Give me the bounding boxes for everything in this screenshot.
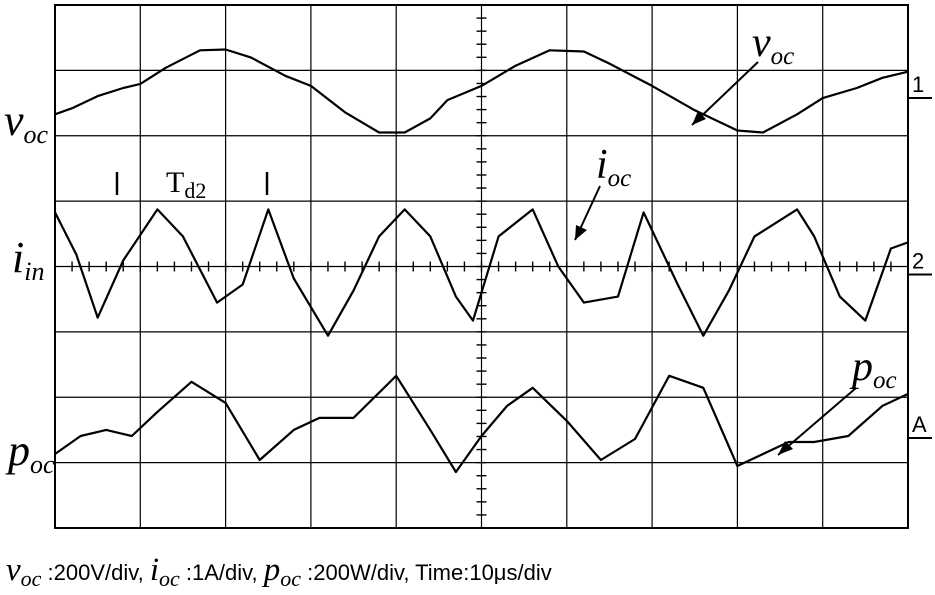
caption-i-scale: :1A/div, [179,560,264,585]
label-voc-left: voc [4,96,49,149]
td2-label: Td2 [166,166,206,203]
caption: voc :200V/div, ioc :1A/div, poc :200W/di… [6,552,552,592]
label-iin-left: iin [12,233,44,286]
annotation-poc: poc [849,344,897,394]
annotation-poc-arrow [777,387,857,456]
trace-p-oc [54,374,909,474]
traces [54,48,909,474]
caption-i-symbol: i [149,552,160,588]
caption-p-symbol: p [263,552,281,588]
caption-i-subscript: oc [159,566,180,591]
caption-v-scale: :200V/div, [41,560,150,585]
caption-p-subscript: oc [280,566,302,591]
label-poc-left: poc [5,426,55,479]
trace-v-oc [54,48,909,134]
channel-marker: A [912,412,927,437]
channel-marker: 1 [912,72,924,97]
annotation-ioc: ioc [596,142,631,192]
caption-v-symbol: v [6,552,21,588]
annotation-ioc-arrowhead [575,225,587,240]
annotation-voc-arrow [691,61,759,126]
channel-marker: 2 [912,249,924,274]
caption-v-subscript: oc [20,566,42,591]
caption-p-scale: :200W/div, Time:10μs/div [301,560,552,585]
trace-i-in [54,208,909,337]
annotation-voc-arrowhead [692,111,706,125]
grid [54,4,909,529]
annotation-poc-arrowhead [778,441,793,455]
